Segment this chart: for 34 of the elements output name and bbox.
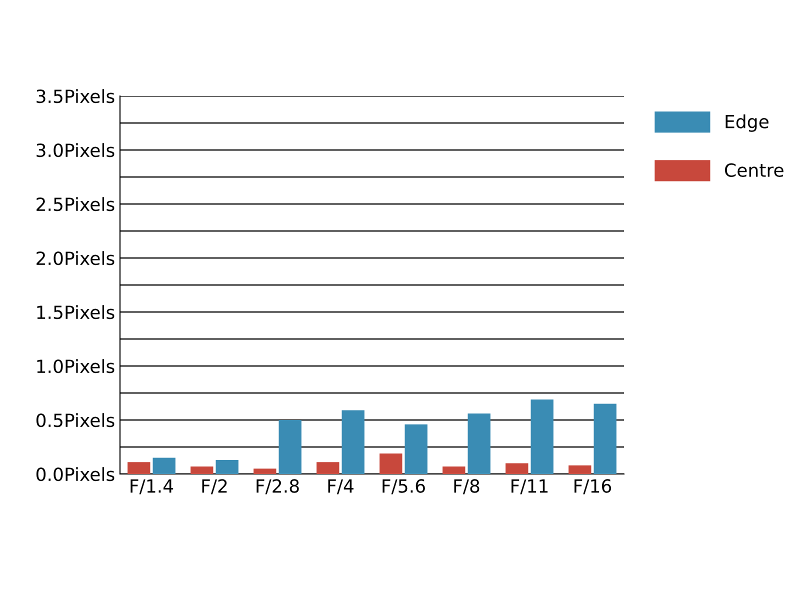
bar <box>216 460 238 474</box>
x-tick-label: F/1.4 <box>130 479 174 494</box>
legend-label: Edge <box>726 114 768 132</box>
y-tick-label: 2.0Pixels <box>36 251 114 266</box>
y-tick-label: 3.0Pixels <box>36 143 114 158</box>
y-tick-label: 2.5Pixels <box>36 197 114 212</box>
bar <box>190 466 214 474</box>
x-tick-label: F/11 <box>512 479 548 494</box>
bar <box>128 462 150 474</box>
bar <box>530 399 554 474</box>
bar <box>380 453 402 474</box>
x-tick-label: F/2 <box>202 479 227 494</box>
y-tick-label: 1.0Pixels <box>37 359 114 374</box>
bar <box>152 458 176 474</box>
y-tick-label: 1.5Pixels <box>37 305 114 320</box>
x-tick-label: F/16 <box>574 479 612 494</box>
bar <box>254 468 276 474</box>
y-tick-label: 3.5Pixels <box>36 89 114 104</box>
x-tick-label: F/2.8 <box>256 479 299 494</box>
x-tick-label: F/4 <box>328 479 354 494</box>
bar <box>278 420 302 474</box>
bar <box>568 465 592 474</box>
bar <box>404 424 428 474</box>
x-tick-label: F/5.6 <box>382 479 425 494</box>
y-tick-label: 0.5Pixels <box>36 413 114 428</box>
bar <box>594 404 616 474</box>
legend-label: Centre <box>724 163 784 177</box>
bar <box>506 463 528 474</box>
bar <box>468 414 490 474</box>
bar <box>316 462 340 474</box>
bar <box>442 466 466 474</box>
y-tick-label: 0.0Pixels <box>36 467 114 482</box>
bar <box>342 410 364 474</box>
x-tick-label: F/8 <box>454 479 480 494</box>
